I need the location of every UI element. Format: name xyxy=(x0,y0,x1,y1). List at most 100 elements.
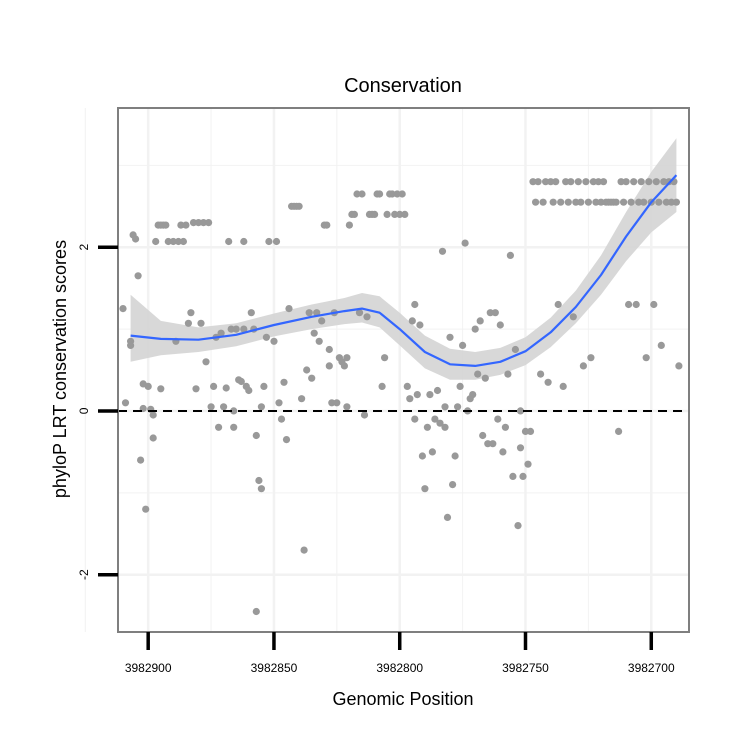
data-point xyxy=(363,313,371,321)
data-point xyxy=(509,472,517,480)
data-point xyxy=(298,395,306,403)
data-point xyxy=(514,522,522,530)
data-point xyxy=(632,300,640,309)
data-point xyxy=(426,391,434,399)
data-point xyxy=(539,198,547,206)
data-point xyxy=(559,382,567,390)
data-point xyxy=(640,198,648,206)
data-point xyxy=(121,399,130,407)
data-point xyxy=(672,198,681,206)
data-point xyxy=(305,309,313,317)
data-point xyxy=(471,325,479,333)
data-point xyxy=(355,309,364,317)
data-point xyxy=(285,305,293,313)
data-point xyxy=(227,325,235,333)
data-point xyxy=(391,210,399,218)
data-point xyxy=(469,391,477,399)
data-point xyxy=(459,341,467,349)
data-point xyxy=(295,202,303,210)
data-point xyxy=(381,354,389,362)
data-point xyxy=(343,403,351,411)
data-point xyxy=(252,431,260,440)
data-point xyxy=(257,485,265,493)
data-point xyxy=(300,546,308,554)
data-point xyxy=(164,237,172,246)
data-point xyxy=(325,345,333,354)
data-point xyxy=(205,219,213,227)
data-point xyxy=(579,362,588,370)
data-point xyxy=(441,403,449,411)
data-point xyxy=(411,415,419,423)
data-point xyxy=(378,382,386,390)
data-point xyxy=(260,382,268,390)
data-point xyxy=(630,178,638,186)
data-point xyxy=(547,178,555,186)
data-point xyxy=(544,378,552,386)
data-point xyxy=(257,403,265,411)
data-point xyxy=(577,198,585,206)
data-point xyxy=(217,329,225,337)
data-point xyxy=(584,198,593,206)
data-point xyxy=(537,370,545,378)
data-point xyxy=(662,198,671,206)
data-point xyxy=(438,247,447,255)
data-point xyxy=(501,423,509,431)
y-tick-label: 2 xyxy=(77,244,91,251)
data-point xyxy=(587,354,595,362)
data-point xyxy=(303,366,311,374)
data-point xyxy=(592,198,600,206)
data-point xyxy=(494,415,502,423)
data-point xyxy=(270,337,278,345)
data-point xyxy=(282,436,291,444)
data-point xyxy=(393,190,401,198)
data-point xyxy=(376,190,384,198)
data-point xyxy=(315,337,323,345)
data-point xyxy=(491,309,499,317)
data-point xyxy=(328,399,336,407)
data-point xyxy=(650,300,658,309)
data-point xyxy=(358,190,366,198)
data-point xyxy=(418,452,426,460)
data-point xyxy=(620,198,628,206)
data-point xyxy=(454,403,462,411)
data-point xyxy=(177,221,185,229)
data-point xyxy=(569,313,577,321)
data-point xyxy=(174,237,182,246)
data-point xyxy=(197,319,205,327)
data-point xyxy=(222,384,230,392)
data-point xyxy=(132,235,140,243)
data-point xyxy=(207,403,215,411)
data-point xyxy=(220,403,228,411)
data-point xyxy=(225,237,233,246)
data-point xyxy=(340,362,348,370)
data-point xyxy=(486,309,494,317)
data-point xyxy=(642,354,650,362)
data-point xyxy=(232,325,240,333)
data-point xyxy=(506,251,514,259)
data-point xyxy=(567,178,575,186)
data-point xyxy=(529,178,537,186)
data-point xyxy=(215,423,223,431)
x-axis-title: Genomic Position xyxy=(332,689,473,709)
data-point xyxy=(436,419,444,427)
data-point xyxy=(582,178,590,186)
data-point xyxy=(396,210,404,218)
data-point xyxy=(423,423,431,431)
data-point xyxy=(371,210,379,218)
data-point xyxy=(310,329,318,337)
data-point xyxy=(451,452,459,460)
data-point xyxy=(318,317,326,325)
data-point xyxy=(134,272,142,280)
data-point xyxy=(572,198,580,206)
data-point xyxy=(489,440,497,448)
data-point xyxy=(657,341,665,349)
data-point xyxy=(597,198,605,206)
data-point xyxy=(652,178,660,186)
x-axis: 3982900 3982850 3982800 3982750 3982700 xyxy=(125,632,675,675)
data-point xyxy=(431,415,439,423)
data-point xyxy=(449,481,457,489)
data-point xyxy=(526,427,535,435)
data-point xyxy=(149,411,157,419)
data-point xyxy=(625,300,633,309)
